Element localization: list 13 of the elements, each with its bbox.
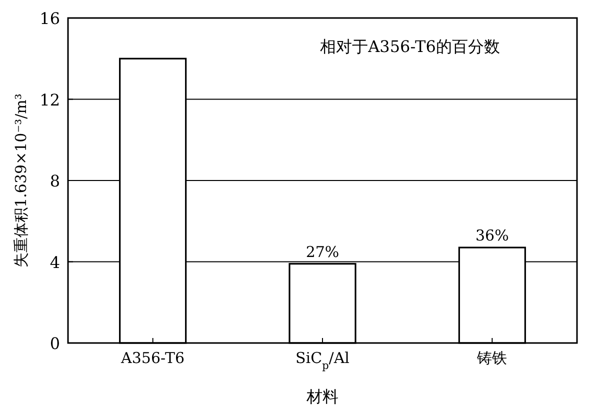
x-tick-label: A356-T6: [120, 349, 185, 367]
y-tick-label: 16: [40, 9, 60, 28]
x-tick-label: SiC$_{p}$/Al: [296, 349, 350, 372]
y-tick-label: 0: [50, 334, 60, 353]
text: 相对于A356-T6的百分数: [320, 37, 500, 56]
annotation: 27%: [306, 242, 340, 261]
y-tick-label: 8: [50, 172, 60, 190]
y-tick-label: 12: [40, 90, 60, 110]
annotation: 36%: [475, 226, 509, 245]
y-axis-title: 失重体积1.639×10⁻³/m³: [12, 94, 30, 268]
x-tick-label: 铸铁: [476, 349, 508, 367]
x-axis-title: 材料: [306, 387, 338, 406]
y-tick-label: 4: [50, 252, 60, 272]
